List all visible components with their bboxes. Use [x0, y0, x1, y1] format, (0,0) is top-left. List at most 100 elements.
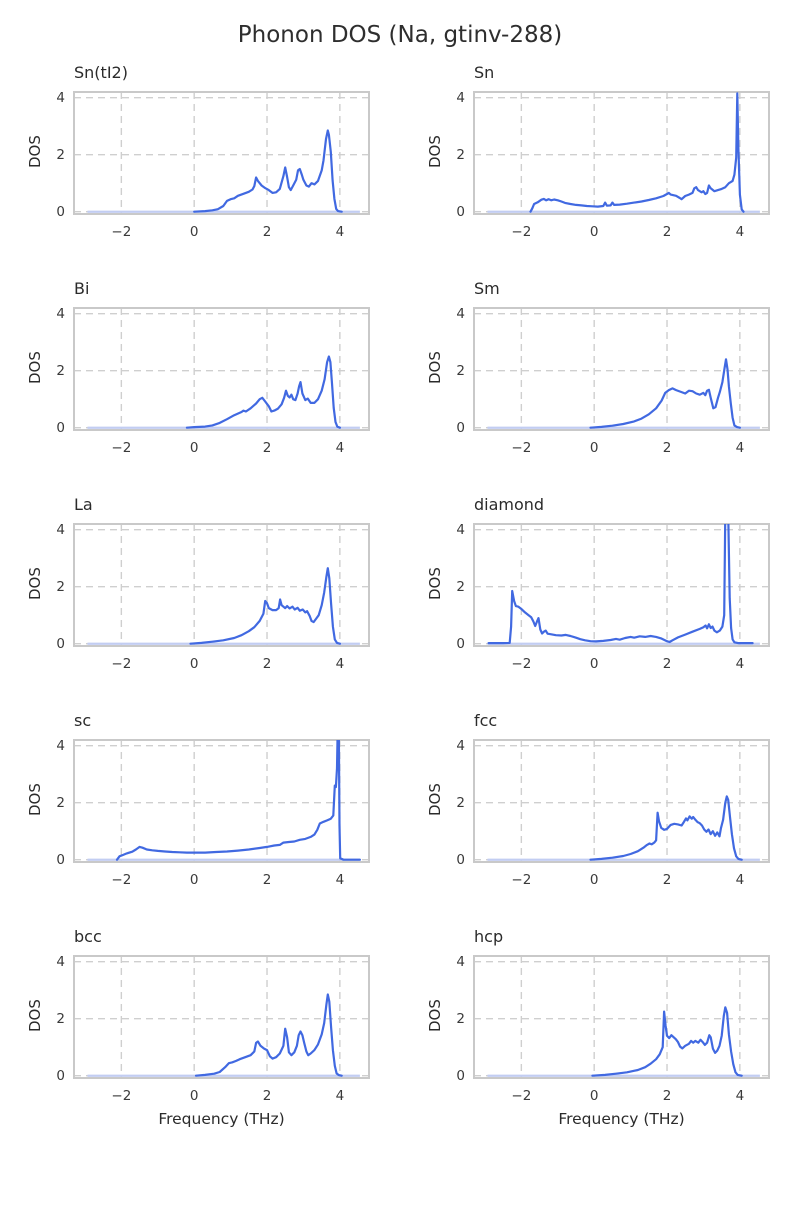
subplot-title: La: [74, 495, 93, 514]
svg-text:2: 2: [263, 656, 272, 672]
subplot-title: Sm: [474, 279, 500, 298]
svg-text:2: 2: [663, 224, 672, 240]
y-axis-label: DOS: [26, 135, 44, 169]
y-axis-label: DOS: [426, 783, 444, 817]
svg-text:2: 2: [263, 440, 272, 456]
x-axis-label: Frequency (THz): [158, 1110, 285, 1128]
y-axis-label: DOS: [426, 999, 444, 1033]
plot-area: −2 0 2 4 0 2 4: [456, 90, 770, 240]
svg-text:−2: −2: [511, 224, 531, 240]
svg-text:0: 0: [456, 420, 465, 436]
svg-text:4: 4: [736, 224, 745, 240]
subplot-title: Sn: [474, 63, 495, 82]
svg-text:4: 4: [736, 1088, 745, 1104]
svg-text:2: 2: [456, 363, 465, 379]
subplot-title: Sn(tI2): [74, 63, 128, 82]
svg-text:4: 4: [336, 440, 345, 456]
svg-text:2: 2: [56, 147, 65, 163]
svg-text:2: 2: [456, 579, 465, 595]
svg-text:2: 2: [56, 579, 65, 595]
svg-text:2: 2: [263, 872, 272, 888]
svg-text:0: 0: [456, 636, 465, 652]
subplot-title: fcc: [474, 711, 498, 730]
svg-text:0: 0: [56, 636, 65, 652]
svg-text:4: 4: [736, 872, 745, 888]
subplot-sc: sc DOS −2 0 2 4 0 2 4: [26, 710, 374, 892]
svg-text:0: 0: [456, 1068, 465, 1084]
svg-text:2: 2: [456, 147, 465, 163]
svg-text:−2: −2: [511, 1088, 531, 1104]
svg-text:0: 0: [56, 204, 65, 220]
subplot-la: La DOS −2 0 2 4 0 2 4: [26, 494, 374, 676]
svg-text:4: 4: [336, 1088, 345, 1104]
svg-text:4: 4: [456, 306, 465, 322]
y-axis-label: DOS: [426, 567, 444, 601]
y-axis-label: DOS: [426, 135, 444, 169]
svg-text:4: 4: [336, 224, 345, 240]
svg-text:0: 0: [590, 1088, 599, 1104]
svg-text:2: 2: [663, 440, 672, 456]
plot-area: −2 0 2 4 0 2 4: [56, 522, 370, 672]
y-axis-label: DOS: [26, 999, 44, 1033]
svg-text:2: 2: [56, 795, 65, 811]
subplot-sm: Sm DOS −2 0 2 4 0 2 4: [426, 278, 774, 460]
subplot-title: diamond: [474, 495, 545, 514]
y-axis-label: DOS: [26, 351, 44, 385]
svg-text:−2: −2: [111, 872, 131, 888]
svg-text:−2: −2: [511, 872, 531, 888]
plot-area: −2 0 2 4 0 2 4: [56, 306, 370, 456]
subplot-fcc: fcc DOS −2 0 2 4 0 2 4: [426, 710, 774, 892]
svg-text:4: 4: [56, 738, 65, 754]
svg-text:0: 0: [590, 656, 599, 672]
svg-text:2: 2: [56, 1011, 65, 1027]
svg-text:4: 4: [56, 90, 65, 106]
subplot-title: sc: [74, 711, 92, 730]
subplot-bi: Bi DOS −2 0 2 4 0 2 4: [26, 278, 374, 460]
svg-text:−2: −2: [511, 440, 531, 456]
svg-text:4: 4: [56, 954, 65, 970]
figure-title: Phonon DOS (Na, gtinv-288): [237, 22, 563, 48]
svg-text:0: 0: [590, 440, 599, 456]
x-axis-label: Frequency (THz): [558, 1110, 685, 1128]
svg-text:2: 2: [456, 1011, 465, 1027]
svg-text:0: 0: [190, 872, 199, 888]
svg-text:2: 2: [263, 224, 272, 240]
svg-text:4: 4: [56, 522, 65, 538]
svg-text:−2: −2: [111, 224, 131, 240]
plot-area: −2 0 2 4 0 2 4: [456, 522, 770, 672]
svg-text:0: 0: [190, 656, 199, 672]
subplot-sn-ti2: Sn(tI2) DOS −2 0 2 4 0 2 4: [26, 62, 374, 244]
plot-area: −2 0 2 4 0 2 4: [456, 738, 770, 888]
svg-text:4: 4: [736, 656, 745, 672]
svg-text:4: 4: [456, 738, 465, 754]
svg-text:0: 0: [456, 852, 465, 868]
svg-text:4: 4: [736, 440, 745, 456]
plot-area: −2 0 2 4 0 2 4: [456, 954, 770, 1104]
svg-text:−2: −2: [111, 440, 131, 456]
svg-text:0: 0: [190, 1088, 199, 1104]
svg-text:0: 0: [56, 420, 65, 436]
plot-area: −2 0 2 4 0 2 4: [56, 90, 370, 240]
svg-text:0: 0: [56, 1068, 65, 1084]
svg-text:−2: −2: [111, 656, 131, 672]
svg-text:4: 4: [56, 306, 65, 322]
subplot-diamond: diamond DOS −2 0 2 4 0 2 4: [426, 494, 774, 676]
svg-text:0: 0: [190, 440, 199, 456]
svg-text:4: 4: [456, 954, 465, 970]
plot-area: −2 0 2 4 0 2 4: [456, 306, 770, 456]
subplot-title: hcp: [474, 927, 504, 946]
svg-text:2: 2: [663, 872, 672, 888]
svg-text:4: 4: [456, 90, 465, 106]
svg-text:−2: −2: [511, 656, 531, 672]
svg-text:−2: −2: [111, 1088, 131, 1104]
svg-text:2: 2: [663, 1088, 672, 1104]
svg-text:0: 0: [590, 224, 599, 240]
subplot-grid: Sn(tI2) DOS −2 0 2 4 0 2 4 Sn DOS −2 0 2 4 0 2 4 Bi …: [0, 62, 800, 1128]
svg-text:4: 4: [336, 656, 345, 672]
svg-text:4: 4: [456, 522, 465, 538]
y-axis-label: DOS: [26, 783, 44, 817]
y-axis-label: DOS: [426, 351, 444, 385]
svg-text:4: 4: [336, 872, 345, 888]
svg-text:2: 2: [56, 363, 65, 379]
svg-text:2: 2: [456, 795, 465, 811]
